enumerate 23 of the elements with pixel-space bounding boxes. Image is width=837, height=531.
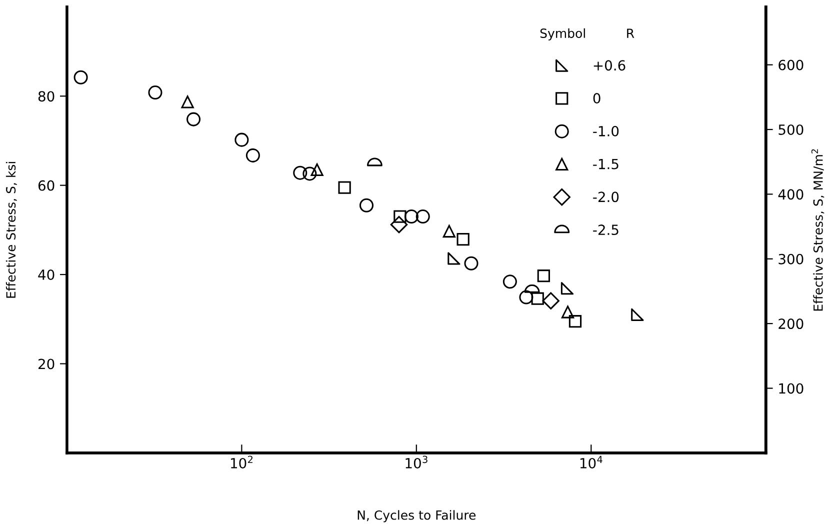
legend-label: -1.0 [593,126,619,136]
x-axis-title: N, Cycles to Failure [358,510,476,522]
legend-label: +0.6 [594,60,626,71]
x-tick-label: 10$^{4}$ [580,456,602,468]
legend-label: 0 [593,92,600,104]
legend-label: -2.5 [593,224,618,236]
y2-tick-label: 200 [778,318,804,330]
y2-tick-label: 500 [778,124,804,135]
y-tick-label: 80 [38,91,54,102]
y2-tick-label: 600 [778,60,804,70]
x-tick-label: 10$^{2}$ [230,456,252,468]
y2-tick-label: 300 [778,254,804,264]
legend-label: -2.0 [593,192,619,202]
x-tick-label: 10$^{3}$ [406,456,428,468]
y-tick-label: 60 [38,180,54,191]
y2-axis-title: Effective Stress, S̄, MN/m$^{2}$ [811,149,824,311]
y-tick-label: 40 [38,269,54,280]
y2-tick-label: 400 [778,189,804,200]
legend-title: Symbol R [540,28,634,40]
y2-tick-label: 100 [779,383,804,394]
y-axis-title: Effective Stress, S̄, ksi [6,162,17,298]
legend-label: -1.5 [593,158,618,170]
y-tick-label: 20 [38,358,54,370]
